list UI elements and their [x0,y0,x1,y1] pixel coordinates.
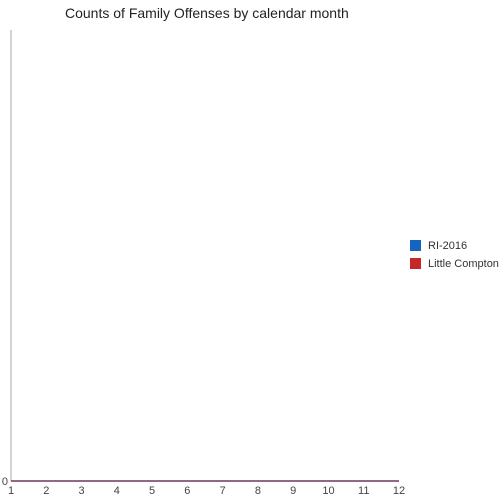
x-tick-label: 8 [255,485,261,497]
x-tick-label: 7 [220,485,226,497]
x-tick-label: 12 [393,485,405,497]
legend-swatch [410,258,421,269]
legend-item-little-compton: Little Compton [410,258,499,270]
x-tick-label: 6 [184,485,190,497]
x-tick-label: 4 [114,485,120,497]
legend-label: Little Compton [428,258,499,270]
y-tick-label: 0 [2,476,8,488]
x-tick-label: 10 [322,485,334,497]
x-tick-label: 1 [8,485,14,497]
x-tick-label: 3 [78,485,84,497]
x-tick-label: 11 [358,485,369,497]
legend-item-ri-2016: RI-2016 [410,240,467,252]
x-tick-labels: 1 2 3 4 5 6 7 8 9 10 11 12 [8,485,405,497]
chart-title: Counts of Family Offenses by calendar mo… [65,5,349,21]
x-tick-label: 9 [290,485,296,497]
x-tick-label: 2 [43,485,49,497]
x-tick-label: 5 [149,485,155,497]
legend-swatch [410,240,421,251]
legend: RI-2016 Little Compton [410,240,499,270]
legend-label: RI-2016 [428,240,467,252]
